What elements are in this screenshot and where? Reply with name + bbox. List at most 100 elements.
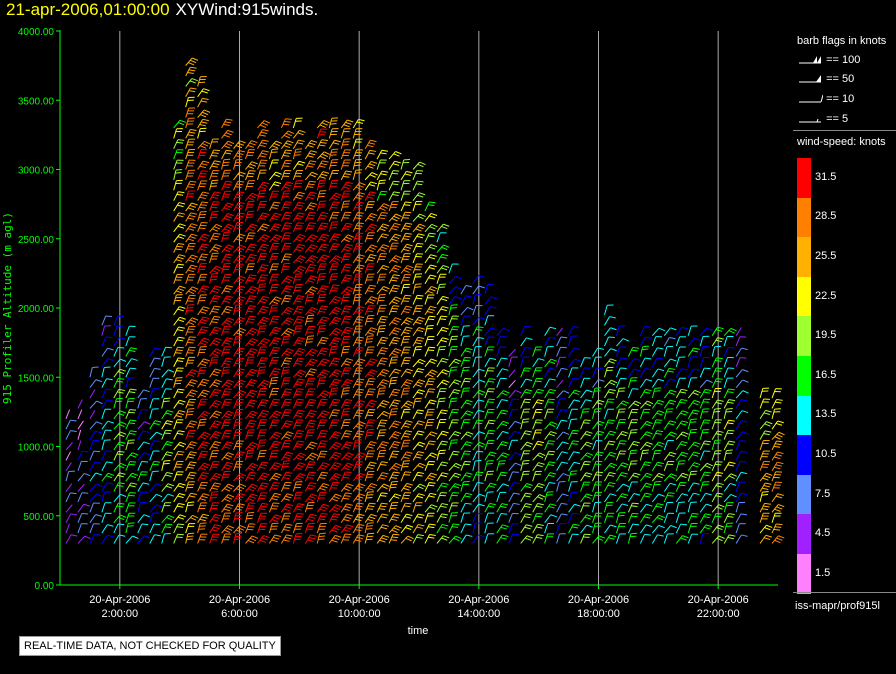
barb-feather xyxy=(322,160,329,163)
barb-feather xyxy=(235,394,243,398)
barb-feather xyxy=(249,340,257,344)
wind-barb xyxy=(209,265,223,274)
barb-feather xyxy=(247,290,255,294)
barb-feather xyxy=(380,349,387,352)
wind-barb xyxy=(424,244,438,253)
barb-staff xyxy=(424,472,432,482)
barb-feather xyxy=(175,169,183,171)
barb-feather xyxy=(227,244,234,248)
barb-feather xyxy=(274,367,281,371)
wind-barb xyxy=(304,307,319,316)
barb-feather xyxy=(191,379,198,382)
wind-barb xyxy=(245,471,257,482)
barb-staff xyxy=(245,463,253,472)
barb-staff xyxy=(197,76,201,87)
wind-barb xyxy=(269,223,282,233)
barb-staff xyxy=(101,399,108,409)
barb-staff xyxy=(185,472,191,482)
wind-barb xyxy=(197,201,209,212)
barb-staff xyxy=(448,379,456,388)
barb-feather xyxy=(274,337,282,340)
barb-staff xyxy=(424,224,432,233)
barb-feather xyxy=(381,419,388,422)
wind-barb xyxy=(257,139,269,149)
wind-barb xyxy=(173,450,185,461)
barb-feather xyxy=(357,474,364,478)
barb-feather xyxy=(297,475,304,479)
barb-feather xyxy=(225,429,232,432)
barb-feather xyxy=(391,376,398,379)
barb-staff xyxy=(376,170,383,181)
barb-feather xyxy=(335,441,342,446)
barb-feather xyxy=(142,430,150,433)
barb-feather xyxy=(334,233,341,236)
barb-feather xyxy=(390,342,398,345)
wind-barb xyxy=(197,493,210,503)
barb-feather xyxy=(402,238,410,241)
barb-staff xyxy=(209,410,217,420)
wind-barb xyxy=(448,335,459,347)
barb-staff xyxy=(304,264,311,274)
barb-staff xyxy=(197,358,204,368)
wind-barb xyxy=(257,264,269,274)
barb-feather xyxy=(250,243,257,246)
barb-staff xyxy=(436,450,440,461)
barb-staff xyxy=(89,410,96,420)
barb-staff xyxy=(161,347,167,357)
barb-staff xyxy=(256,513,262,523)
barb-feather xyxy=(392,401,399,405)
barb-staff xyxy=(113,368,121,378)
wind-barb xyxy=(209,223,223,233)
barb-staff xyxy=(89,400,97,409)
wind-barb xyxy=(412,283,422,295)
wind-barb xyxy=(424,388,436,399)
wind-barb xyxy=(101,325,111,336)
wind-barb xyxy=(364,513,377,523)
barb-staff xyxy=(233,296,240,305)
wind-barb xyxy=(328,263,339,274)
wind-barb xyxy=(113,482,125,492)
barb-staff xyxy=(221,430,226,440)
wind-barb xyxy=(268,502,280,513)
barb-feather xyxy=(176,505,184,508)
barb-feather xyxy=(117,484,124,487)
barb-staff xyxy=(448,367,452,378)
barb-feather xyxy=(366,290,374,293)
barb-staff xyxy=(221,326,226,336)
barb-feather xyxy=(285,495,292,499)
barb-staff xyxy=(316,440,322,451)
wind-barb xyxy=(221,357,233,368)
wind-barb xyxy=(364,399,377,409)
barb-staff xyxy=(316,377,321,388)
barb-staff xyxy=(245,180,249,191)
barb-staff xyxy=(400,244,407,253)
wind-barb xyxy=(233,335,243,347)
barb-staff xyxy=(257,181,264,191)
wind-barb xyxy=(412,534,425,544)
barb-staff xyxy=(280,409,286,420)
wind-barb xyxy=(233,275,246,285)
barb-staff xyxy=(65,442,73,451)
barb-feather xyxy=(132,535,139,539)
barb-feather xyxy=(177,308,184,312)
barb-feather xyxy=(438,400,445,403)
barb-staff xyxy=(173,306,180,316)
barb-feather xyxy=(380,318,387,321)
barb-feather xyxy=(430,305,437,309)
wind-barb xyxy=(209,285,222,295)
wind-barb xyxy=(280,211,293,222)
wind-barb xyxy=(221,512,232,523)
barb-staff xyxy=(424,504,432,513)
barb-feather xyxy=(378,425,386,427)
barb-feather xyxy=(322,316,329,320)
barb-feather xyxy=(272,401,279,404)
wind-barb xyxy=(209,201,220,212)
barb-feather xyxy=(416,319,424,322)
wind-barb xyxy=(101,461,113,471)
barb-staff xyxy=(340,379,348,388)
barb-staff xyxy=(197,128,201,139)
barb-feather xyxy=(273,537,280,540)
wind-barb xyxy=(185,492,197,503)
barb-feather xyxy=(273,201,281,204)
wind-barb xyxy=(113,450,125,461)
